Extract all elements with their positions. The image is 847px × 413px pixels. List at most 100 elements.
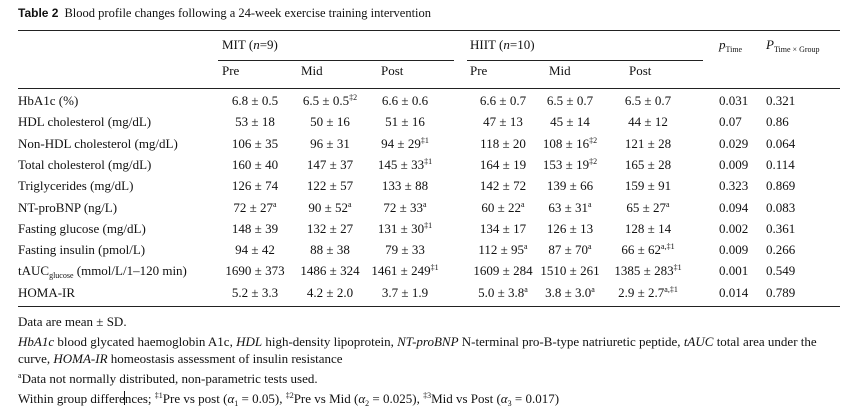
table-cell: 164 ± 19 — [479, 156, 527, 172]
table-cell: 94 ± 29‡1 — [381, 135, 429, 151]
table-cell: 121 ± 28 — [624, 135, 672, 151]
bottom-rule — [18, 306, 840, 307]
table-cell: 1385 ± 283‡1 — [614, 263, 682, 279]
table-cell: 53 ± 18 — [235, 114, 275, 130]
table-row: HOMA-IR 5.2 ± 3.3 4.2 ± 2.0 3.7 ± 1.9 5.0 ± … — [0, 285, 847, 306]
header-rule — [18, 88, 840, 89]
table-cell: 3.7 ± 1.9 — [381, 284, 429, 300]
row-label: Triglycerides (mg/dL) — [18, 178, 134, 194]
table-cell: 139 ± 66 — [546, 178, 594, 194]
table-cell: 72 ± 27a — [233, 199, 277, 215]
row-label: Fasting glucose (mg/dL) — [18, 220, 146, 236]
table-row: Fasting glucose (mg/dL) 148 ± 39 132 ± 27 1… — [0, 221, 847, 242]
row-label: HbA1c (%) — [18, 93, 79, 108]
row-label: Fasting insulin (pmol/L) — [18, 242, 146, 258]
table-row: NT-proBNP (ng/L) 72 ± 27a 90 ± 52a 72 ± 33a… — [0, 200, 847, 221]
table-row: HbA1c (%) 6.8 ± 0.5 6.5 ± 0.5‡2 6.6 ± 0.6 6.… — [0, 93, 847, 114]
table-cell: 51 ± 16 — [385, 114, 425, 130]
table-title: Blood profile changes following a 24-wee… — [64, 6, 432, 20]
text-cursor — [124, 391, 126, 405]
table-cell: 142 ± 72 — [479, 178, 527, 194]
table-cell: 90 ± 52a — [308, 199, 352, 215]
table-cell: 133 ± 88 — [381, 178, 429, 194]
table-cell: 63 ± 31a — [548, 199, 592, 215]
footnote-mean-sd: Data are mean ± SD. — [18, 314, 127, 329]
table-cell: 160 ± 40 — [231, 156, 279, 172]
mit-underline — [218, 60, 454, 61]
subheader-hiit-post: Post — [629, 63, 652, 78]
subheader-hiit-pre: Pre — [470, 63, 488, 78]
p-time-group-cell: 0.361 — [766, 220, 796, 236]
subheader-mit-mid: Mid — [301, 63, 323, 78]
table-cell: 153 ± 19‡2 — [542, 156, 598, 172]
table-cell: 5.2 ± 3.3 — [231, 284, 279, 300]
p-time-cell: 0.002 — [719, 220, 749, 236]
table-row: Fasting insulin (pmol/L) 94 ± 42 88 ± 38 79… — [0, 242, 847, 263]
group-header-mit: MIT (n=9) — [222, 37, 278, 52]
row-label: Total cholesterol (mg/dL) — [18, 156, 152, 172]
table-cell: 1510 ± 261 — [540, 263, 600, 279]
footnote-abbreviations: HbA1c blood glycated haemoglobin A1c, HD… — [18, 334, 817, 366]
table-cell: 79 ± 33 — [385, 242, 425, 258]
row-label: Non-HDL cholesterol (mg/dL) — [18, 135, 178, 151]
table-cell: 94 ± 42 — [235, 242, 275, 258]
p-time-cell: 0.029 — [719, 135, 749, 151]
table-cell: 6.6 ± 0.7 — [479, 93, 527, 108]
table-cell: 122 ± 57 — [306, 178, 354, 194]
table-cell: 106 ± 35 — [231, 135, 279, 151]
header-p-time: pTime — [719, 37, 743, 54]
row-label: HDL cholesterol (mg/dL) — [18, 114, 152, 130]
table-cell: 126 ± 13 — [546, 220, 594, 236]
subheader-mit-pre: Pre — [222, 63, 240, 78]
row-label: NT-proBNP (ng/L) — [18, 199, 118, 215]
table-cell: 128 ± 14 — [624, 220, 672, 236]
p-time-group-cell: 0.321 — [766, 93, 796, 108]
p-time-group-cell: 0.114 — [766, 156, 795, 172]
table-row: Triglycerides (mg/dL) 126 ± 74 122 ± 57 133… — [0, 178, 847, 199]
footnote-within-group: Within group differences; ‡1Pre vs post … — [18, 391, 560, 408]
table-cell: 87 ± 70a — [548, 242, 592, 258]
table-label: Table 2 — [18, 6, 59, 20]
table-cell: 45 ± 14 — [550, 114, 590, 130]
table-cell: 44 ± 12 — [628, 114, 668, 130]
table-row: Total cholesterol (mg/dL) 160 ± 40 147 ± 3… — [0, 157, 847, 178]
table-cell: 1461 ± 249‡1 — [371, 263, 439, 279]
table-cell: 3.8 ± 3.0a — [545, 284, 595, 300]
table-cell: 147 ± 37 — [306, 156, 354, 172]
p-time-cell: 0.031 — [719, 93, 749, 108]
table-cell: 131 ± 30‡1 — [377, 220, 433, 236]
table-cell: 1609 ± 284 — [473, 263, 533, 279]
p-time-group-cell: 0.083 — [766, 199, 796, 215]
p-time-group-cell: 0.789 — [766, 284, 796, 300]
table-row: Non-HDL cholesterol (mg/dL) 106 ± 35 96 ± … — [0, 136, 847, 157]
table-cell: 1486 ± 324 — [300, 263, 360, 279]
table-cell: 50 ± 16 — [310, 114, 350, 130]
hiit-underline — [467, 60, 703, 61]
footnote-nonparametric: aData not normally distributed, non-para… — [18, 371, 318, 386]
table-cell: 47 ± 13 — [483, 114, 523, 130]
table-cell: 2.9 ± 2.7a,‡1 — [618, 284, 678, 300]
table-cell: 6.5 ± 0.7 — [546, 93, 594, 108]
table-cell: 6.5 ± 0.7 — [624, 93, 672, 108]
table-cell: 126 ± 74 — [231, 178, 279, 194]
table-cell: 72 ± 33a — [383, 199, 427, 215]
table-cell: 5.0 ± 3.8a — [478, 284, 528, 300]
table-cell: 134 ± 17 — [479, 220, 527, 236]
p-time-group-cell: 0.869 — [766, 178, 796, 194]
table-cell: 6.6 ± 0.6 — [381, 93, 429, 108]
table-cell: 112 ± 95a — [478, 242, 528, 258]
table-caption: Table 2 Blood profile changes following a… — [18, 6, 431, 21]
header-p-time-group: PTime × Group — [766, 37, 820, 54]
table-row: tAUCglucose (mmol/L/1–120 min) 1690 ± 373… — [0, 263, 847, 284]
table-cell: 165 ± 28 — [624, 156, 672, 172]
table-cell: 118 ± 20 — [480, 135, 526, 151]
table-cell: 6.8 ± 0.5 — [231, 93, 279, 108]
top-rule — [18, 30, 840, 31]
table-cell: 145 ± 33‡1 — [377, 156, 433, 172]
table-cell: 148 ± 39 — [231, 220, 279, 236]
p-time-group-cell: 0.266 — [766, 242, 796, 258]
p-time-cell: 0.001 — [719, 263, 749, 279]
group-header-hiit: HIIT (n=10) — [470, 37, 535, 52]
table-cell: 66 ± 62a,‡1 — [621, 242, 675, 258]
table-cell: 65 ± 27a — [626, 199, 670, 215]
